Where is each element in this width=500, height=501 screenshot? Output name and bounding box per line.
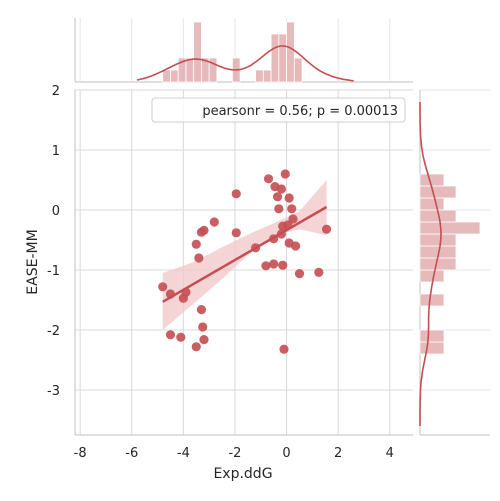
scatter-point [278, 260, 288, 270]
y-tick-label: 0 [52, 204, 60, 219]
marginal-x-kde [136, 45, 354, 82]
x-tick-label: 4 [386, 446, 394, 461]
marginal-x-bar [185, 57, 195, 83]
scatter-point [199, 225, 209, 235]
marginal-x-bar [255, 69, 264, 83]
x-tick-label: 2 [334, 446, 342, 461]
marginal-y-bar [419, 221, 481, 235]
marginal-x-bar [208, 57, 218, 83]
joint-scatter-panel: -8 -6 -4 -2 0 2 4 -3 -2 -1 0 1 2 [47, 84, 413, 461]
x-tick-label: -4 [177, 446, 190, 461]
scatter-point [196, 305, 207, 315]
scatter-point [199, 335, 209, 345]
scatter-point [261, 261, 271, 271]
scatter-point [191, 239, 201, 249]
scatter-point [269, 234, 279, 244]
scatter-point [284, 193, 294, 203]
marginal-y-bar [419, 269, 445, 283]
scatter-point [287, 204, 297, 214]
scatter-point [294, 269, 305, 279]
marginal-x-bar [162, 69, 171, 83]
legend-box [151, 97, 406, 123]
marginal-x-panel [74, 18, 413, 83]
scatter-point [263, 174, 274, 184]
scatter-point [194, 253, 204, 263]
scatter-point [269, 259, 279, 269]
marginal-y-bar [419, 329, 445, 343]
y-axis-label: EASE-MM [25, 229, 41, 294]
scatter-point [198, 322, 208, 332]
x-tick-label: -6 [125, 446, 138, 461]
scatter-point [279, 344, 289, 354]
marginal-y-bar [419, 341, 445, 355]
scatter-point [272, 192, 283, 202]
scatter-point [165, 289, 176, 299]
scatter-point [165, 330, 176, 340]
scatter-point [288, 214, 298, 224]
marginal-x-bar [293, 57, 303, 83]
marginal-y-bar [419, 185, 457, 199]
marginal-y-bar [419, 293, 445, 307]
x-axis-label: Exp.ddG [213, 466, 272, 482]
marginal-x-bar [262, 69, 272, 83]
y-tick-label: -3 [47, 384, 60, 399]
legend: pearsonr = 0.56; p = 0.00013 [151, 97, 406, 123]
marginal-x-bar [286, 21, 295, 83]
marginal-x-bar [270, 33, 280, 83]
scatter-point [291, 241, 301, 251]
scatter-point [176, 332, 186, 342]
scatter-point [181, 287, 191, 297]
scatter-point [158, 282, 168, 292]
scatter-point [231, 189, 241, 199]
y-tick-label: 1 [52, 144, 60, 159]
marginal-y-bar [419, 233, 457, 247]
scatter-point [231, 228, 241, 238]
scatter-point [274, 204, 284, 214]
scatter-point [276, 229, 287, 239]
x-tick-label: 0 [282, 446, 290, 461]
x-tick-label: -8 [74, 446, 87, 461]
scatter-point [251, 243, 261, 253]
legend-text: pearsonr = 0.56; p = 0.00013 [202, 104, 398, 119]
marginal-y-bar [419, 197, 445, 211]
scatter-point [276, 184, 287, 194]
scatter-point [191, 342, 201, 352]
marginal-x-bar [278, 33, 287, 83]
y-tick-label: 2 [52, 84, 60, 99]
marginal-y-kde [419, 102, 442, 426]
y-tick-label: -1 [47, 264, 60, 279]
scatter-point [283, 220, 293, 230]
y-tick-label: -2 [47, 324, 60, 339]
regression-line [162, 205, 328, 303]
scatter-point [209, 217, 219, 227]
marginal-y-bar [419, 173, 445, 187]
marginal-x-bar [170, 69, 179, 83]
scatter-point [321, 224, 332, 234]
marginal-x-bar [193, 21, 202, 83]
x-tick-label: -2 [228, 446, 241, 461]
scatter-point [314, 267, 324, 277]
marginal-y-panel [419, 89, 490, 436]
scatter-point [280, 169, 290, 179]
